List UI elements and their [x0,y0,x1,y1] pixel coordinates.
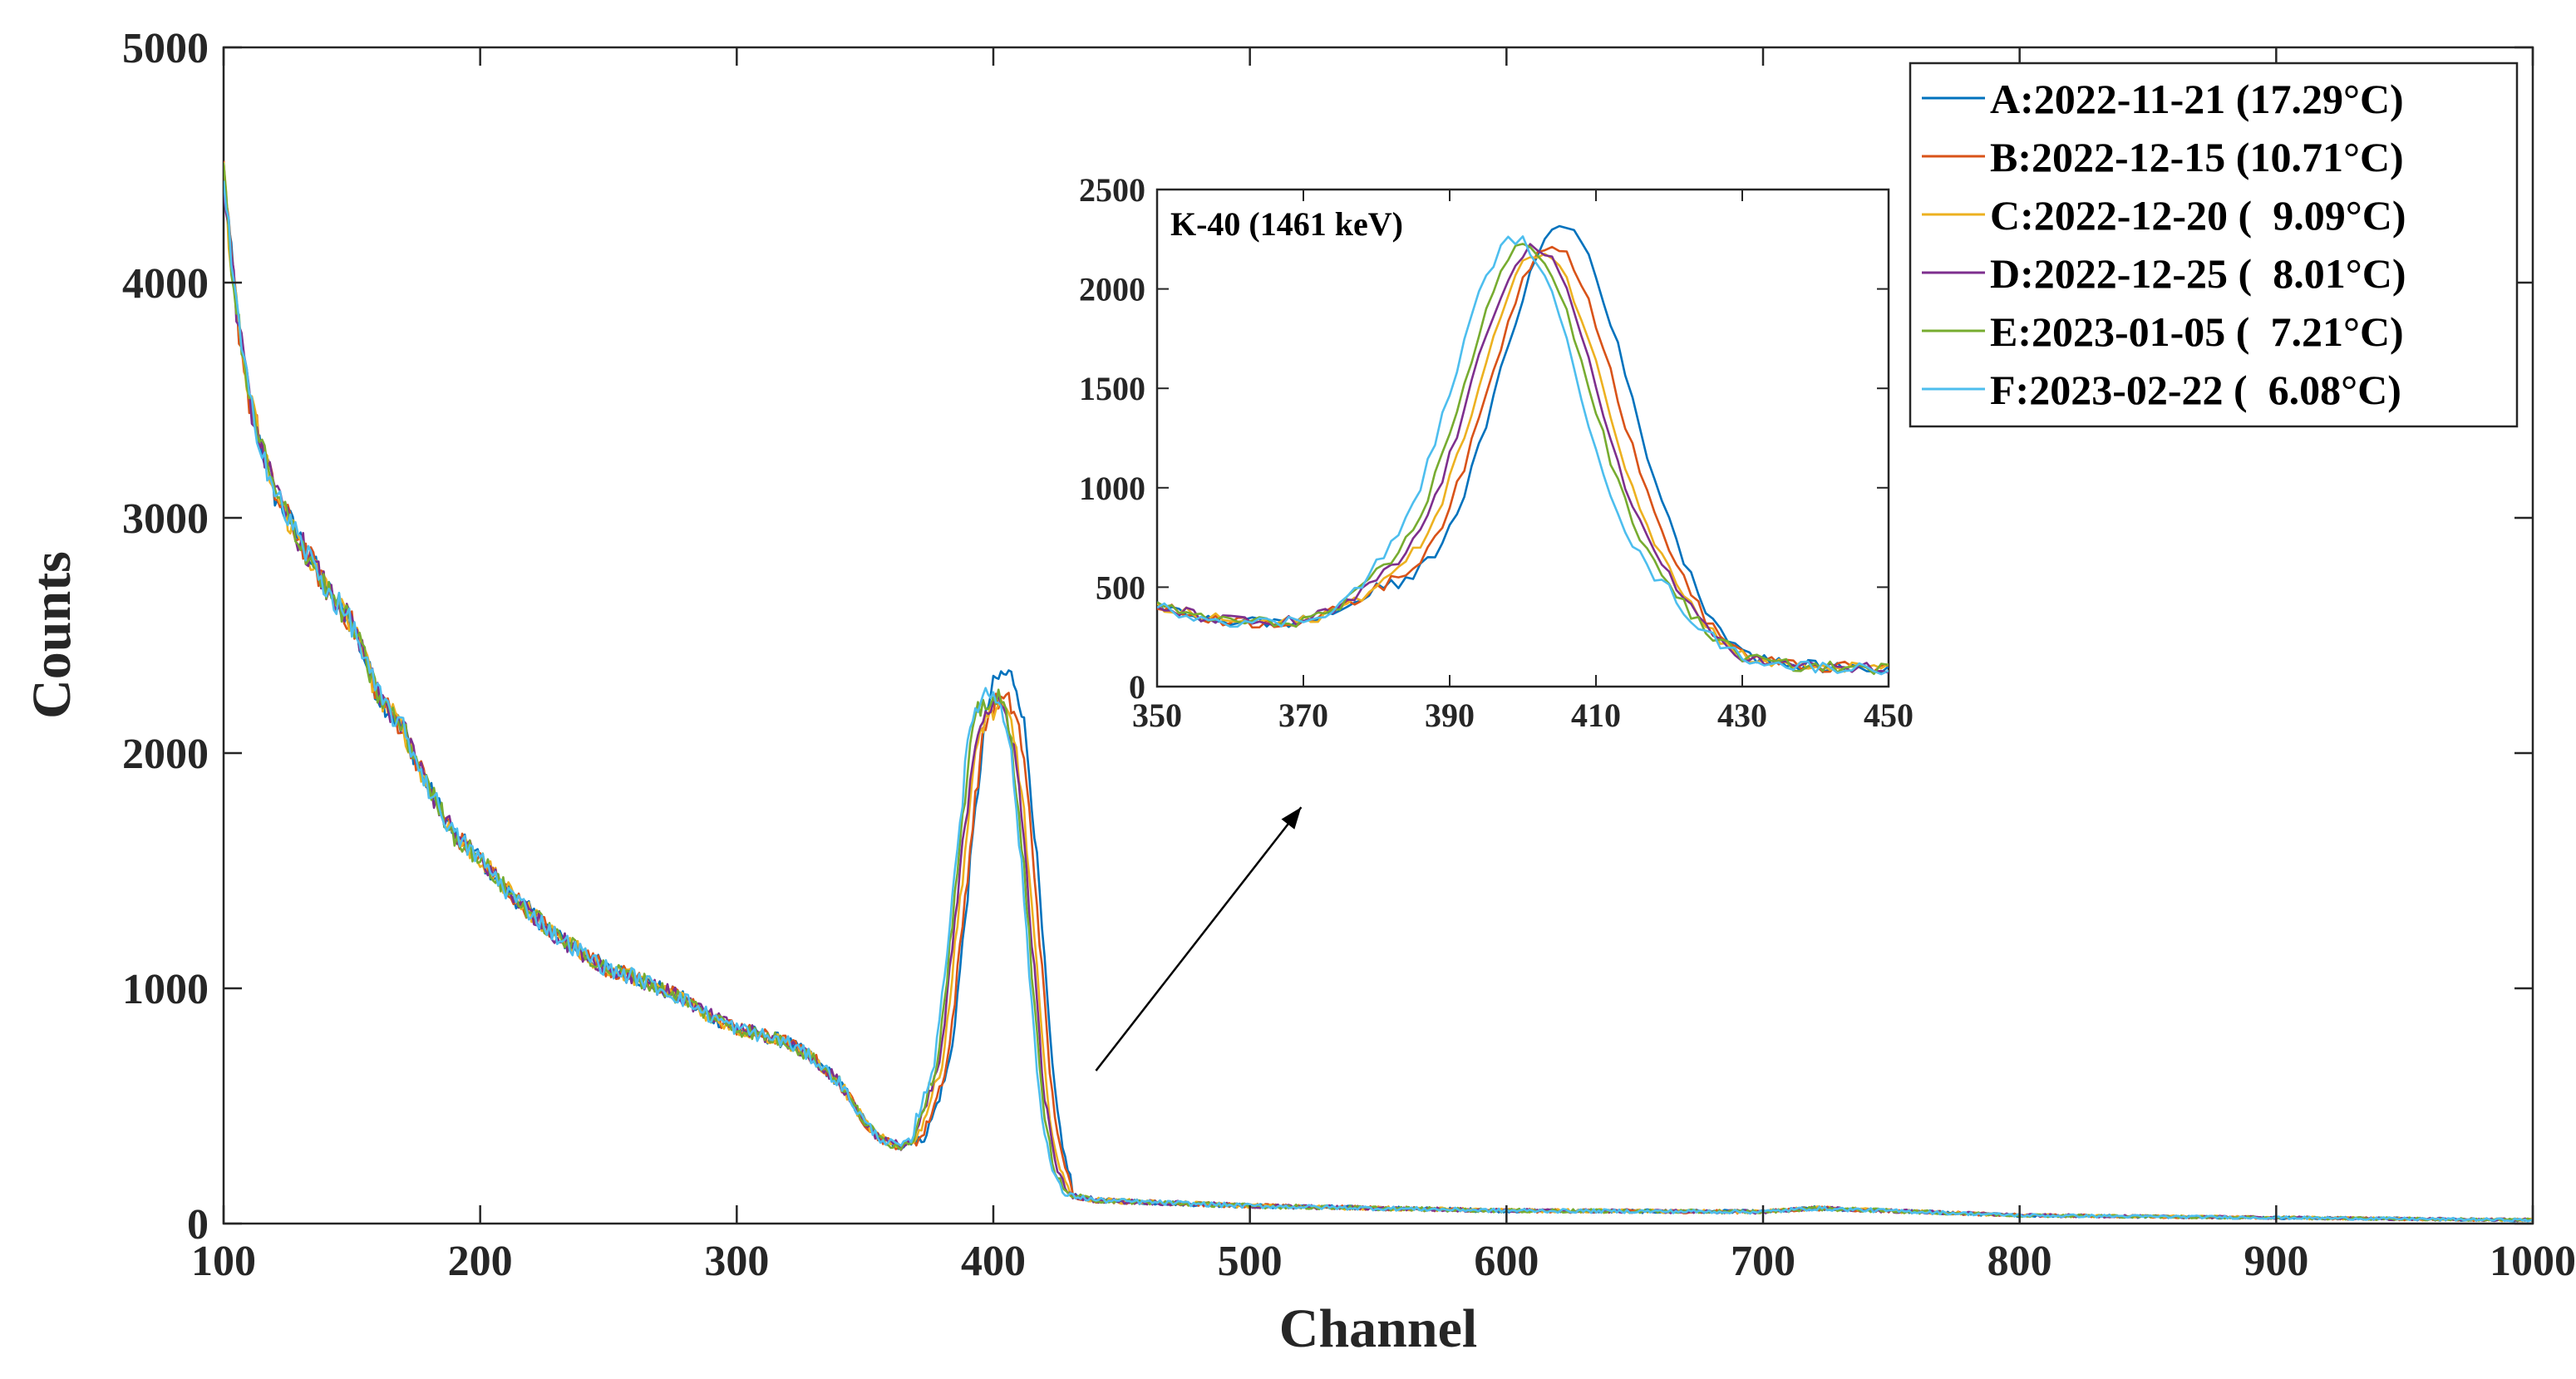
x-tick-label: 900 [2244,1238,2308,1285]
inset-x-tick-label: 450 [1864,697,1914,734]
y-tick-label: 3000 [122,495,209,543]
inset-x-tick-label: 350 [1132,697,1182,734]
inset-x-tick-label: 370 [1278,697,1328,734]
y-tick-label: 5000 [122,25,209,72]
x-tick-label: 600 [1474,1238,1539,1285]
inset-y-tick-label: 500 [1096,569,1145,606]
legend-label: B:2022-12-15 (10.71°C) [1990,134,2404,180]
inset-y-tick-label: 0 [1129,668,1145,706]
inset-x-tick-label: 430 [1717,697,1767,734]
legend: A:2022-11-21 (17.29°C) B:2022-12-15 (10.7… [1909,62,2519,428]
y-tick-label: 4000 [122,260,209,308]
inset-y-tick-label: 2000 [1079,271,1145,308]
legend-label: C:2022-12-20 ( 9.09°C) [1990,192,2406,239]
inset-x-tick-label: 390 [1425,697,1475,734]
inset-series-line-c [1157,253,1889,673]
inset-y-tick-label: 1000 [1079,470,1145,507]
x-axis-title: Channel [1279,1298,1477,1359]
x-tick-label: 100 [191,1238,256,1285]
x-tick-label: 200 [448,1238,513,1285]
x-tick-label: 700 [1731,1238,1795,1285]
x-tick-label: 500 [1218,1238,1283,1285]
y-tick-label: 0 [187,1201,209,1248]
inset-y-tick-label: 2500 [1079,171,1145,209]
series-line-f [224,180,2533,1223]
inset-series-line-f [1157,235,1889,676]
inset-plot-area: 350 370 390 410 430 450 0 500 1000 1500 2000 2500 K… [1079,171,1914,734]
x-tick-label: 400 [961,1238,1026,1285]
y-tick-label: 1000 [122,966,209,1013]
y-axis-title: Counts [22,551,82,719]
y-tick-label: 2000 [122,731,209,778]
zoom-arrow [1095,806,1303,1071]
arrow-shaft [1095,806,1303,1071]
x-tick-label: 1000 [2490,1238,2576,1285]
x-tick-label: 300 [704,1238,769,1285]
inset-title: K-40 (1461 keV) [1170,205,1403,243]
legend-label: A:2022-11-21 (17.29°C) [1990,76,2404,122]
inset-x-tick-label: 410 [1571,697,1621,734]
x-tick-label: 800 [1987,1238,2052,1285]
inset-y-tick-label: 1500 [1079,370,1145,407]
legend-label: F:2023-02-22 ( 6.08°C) [1990,367,2401,413]
legend-label: D:2022-12-25 ( 8.01°C) [1990,250,2406,297]
legend-label: E:2023-01-05 ( 7.21°C) [1990,308,2404,355]
arrow-head [1281,807,1302,830]
